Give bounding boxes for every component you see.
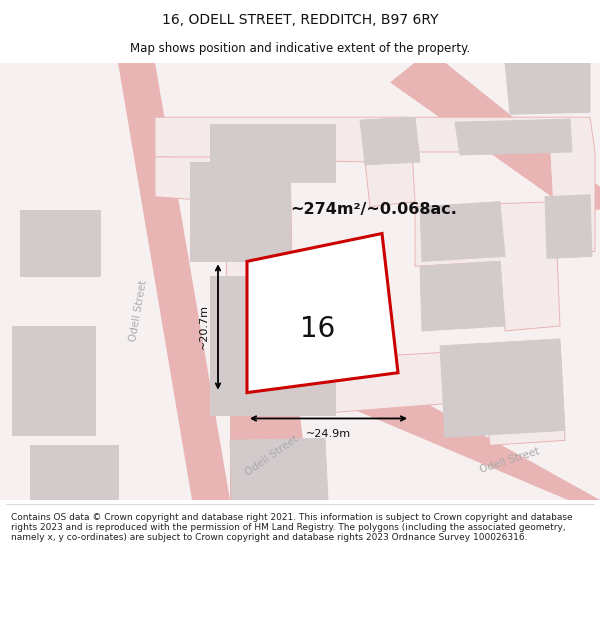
Polygon shape <box>155 118 415 207</box>
Polygon shape <box>440 339 565 437</box>
Polygon shape <box>247 234 398 392</box>
Polygon shape <box>420 261 505 331</box>
Polygon shape <box>155 157 295 416</box>
Text: Odell Street: Odell Street <box>479 446 541 474</box>
Polygon shape <box>262 343 600 500</box>
Text: Odell Street: Odell Street <box>128 279 148 342</box>
Polygon shape <box>30 445 118 500</box>
Polygon shape <box>420 202 505 261</box>
Polygon shape <box>415 118 595 251</box>
Polygon shape <box>190 162 290 261</box>
Text: ~274m²/~0.068ac.: ~274m²/~0.068ac. <box>290 202 457 217</box>
Polygon shape <box>545 195 592 258</box>
Text: 16, ODELL STREET, REDDITCH, B97 6RY: 16, ODELL STREET, REDDITCH, B97 6RY <box>162 13 438 27</box>
Text: 16: 16 <box>301 315 335 343</box>
Polygon shape <box>455 119 572 155</box>
Polygon shape <box>230 438 328 500</box>
Polygon shape <box>390 62 600 209</box>
Text: Odell Street: Odell Street <box>244 433 301 478</box>
Polygon shape <box>118 62 230 500</box>
Polygon shape <box>210 276 335 416</box>
Polygon shape <box>360 118 420 165</box>
Text: Contains OS data © Crown copyright and database right 2021. This information is : Contains OS data © Crown copyright and d… <box>11 512 572 542</box>
Polygon shape <box>210 124 335 182</box>
Text: Map shows position and indicative extent of the property.: Map shows position and indicative extent… <box>130 42 470 55</box>
Text: ~20.7m: ~20.7m <box>199 304 209 349</box>
Polygon shape <box>20 209 100 276</box>
Polygon shape <box>415 202 560 331</box>
Text: ~24.9m: ~24.9m <box>306 429 351 439</box>
Polygon shape <box>230 416 310 500</box>
Polygon shape <box>505 62 590 114</box>
Polygon shape <box>12 326 95 436</box>
Polygon shape <box>295 346 565 445</box>
